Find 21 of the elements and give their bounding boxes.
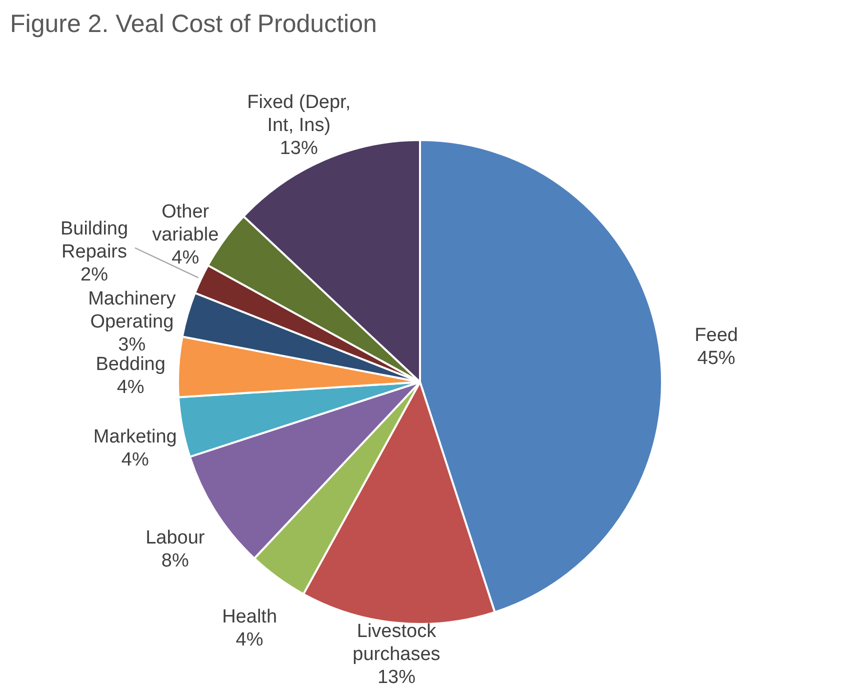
data-label: 4% (116, 376, 144, 398)
slice-label: Labour (146, 527, 206, 548)
slice-label: Health (222, 606, 278, 628)
slice-label: Bedding (96, 354, 166, 375)
data-label: 4% (172, 248, 200, 269)
slice-label: Building Repairs (60, 218, 128, 263)
data-label: 8% (161, 550, 189, 572)
data-label: 4% (236, 630, 264, 651)
slice-label: Feed (694, 325, 738, 346)
slice-label: Other variable (152, 202, 219, 246)
data-label: 4% (121, 449, 149, 470)
chart-title: Figure 2. Veal Cost of Production (10, 10, 377, 38)
data-label: 45% (697, 348, 736, 370)
slice-label: Livestock purchases (352, 620, 440, 665)
data-label: 3% (118, 334, 146, 356)
slice-label: Marketing (93, 426, 177, 448)
slice-label: Machinery Operating (88, 288, 176, 332)
data-label: 13% (377, 666, 416, 688)
data-label: 2% (80, 264, 108, 286)
data-label: 13% (280, 138, 318, 160)
slice-label: Fixed (Depr, Int, Ins) (247, 92, 351, 136)
